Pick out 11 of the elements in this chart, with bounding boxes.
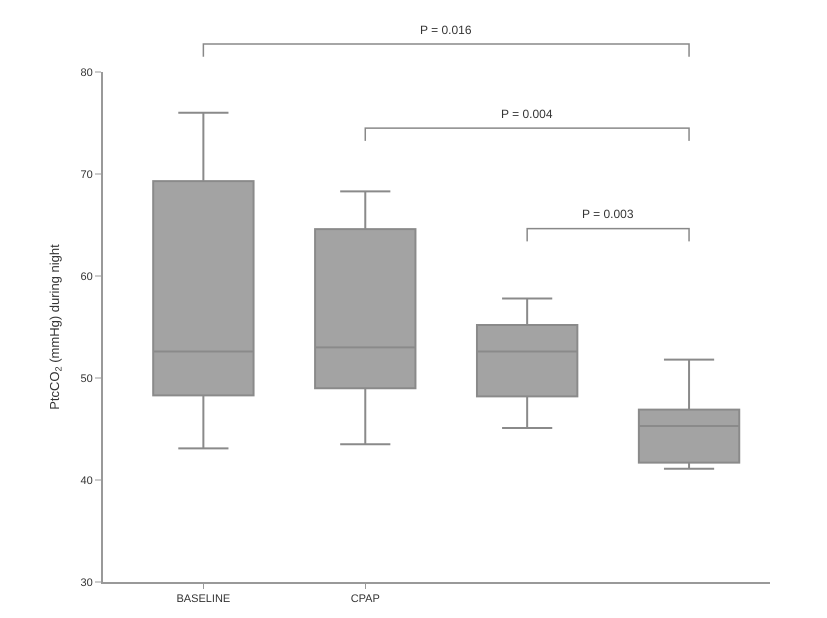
annotation: P = 0.003 bbox=[582, 207, 634, 221]
x-tick-label: BASELINE bbox=[176, 593, 230, 606]
x-tick-label: CPAP bbox=[350, 593, 380, 606]
y-tick-label: 60 bbox=[80, 270, 93, 283]
y-tick-label: 50 bbox=[80, 372, 93, 385]
y-tick-label: 40 bbox=[80, 474, 93, 487]
y-tick-label: 30 bbox=[80, 576, 93, 589]
y-tick-label: 70 bbox=[80, 168, 93, 181]
y-tick-label: 80 bbox=[80, 66, 93, 79]
annotation: P = 0.004 bbox=[501, 107, 553, 121]
text: P = 0.016 bbox=[420, 23, 472, 37]
